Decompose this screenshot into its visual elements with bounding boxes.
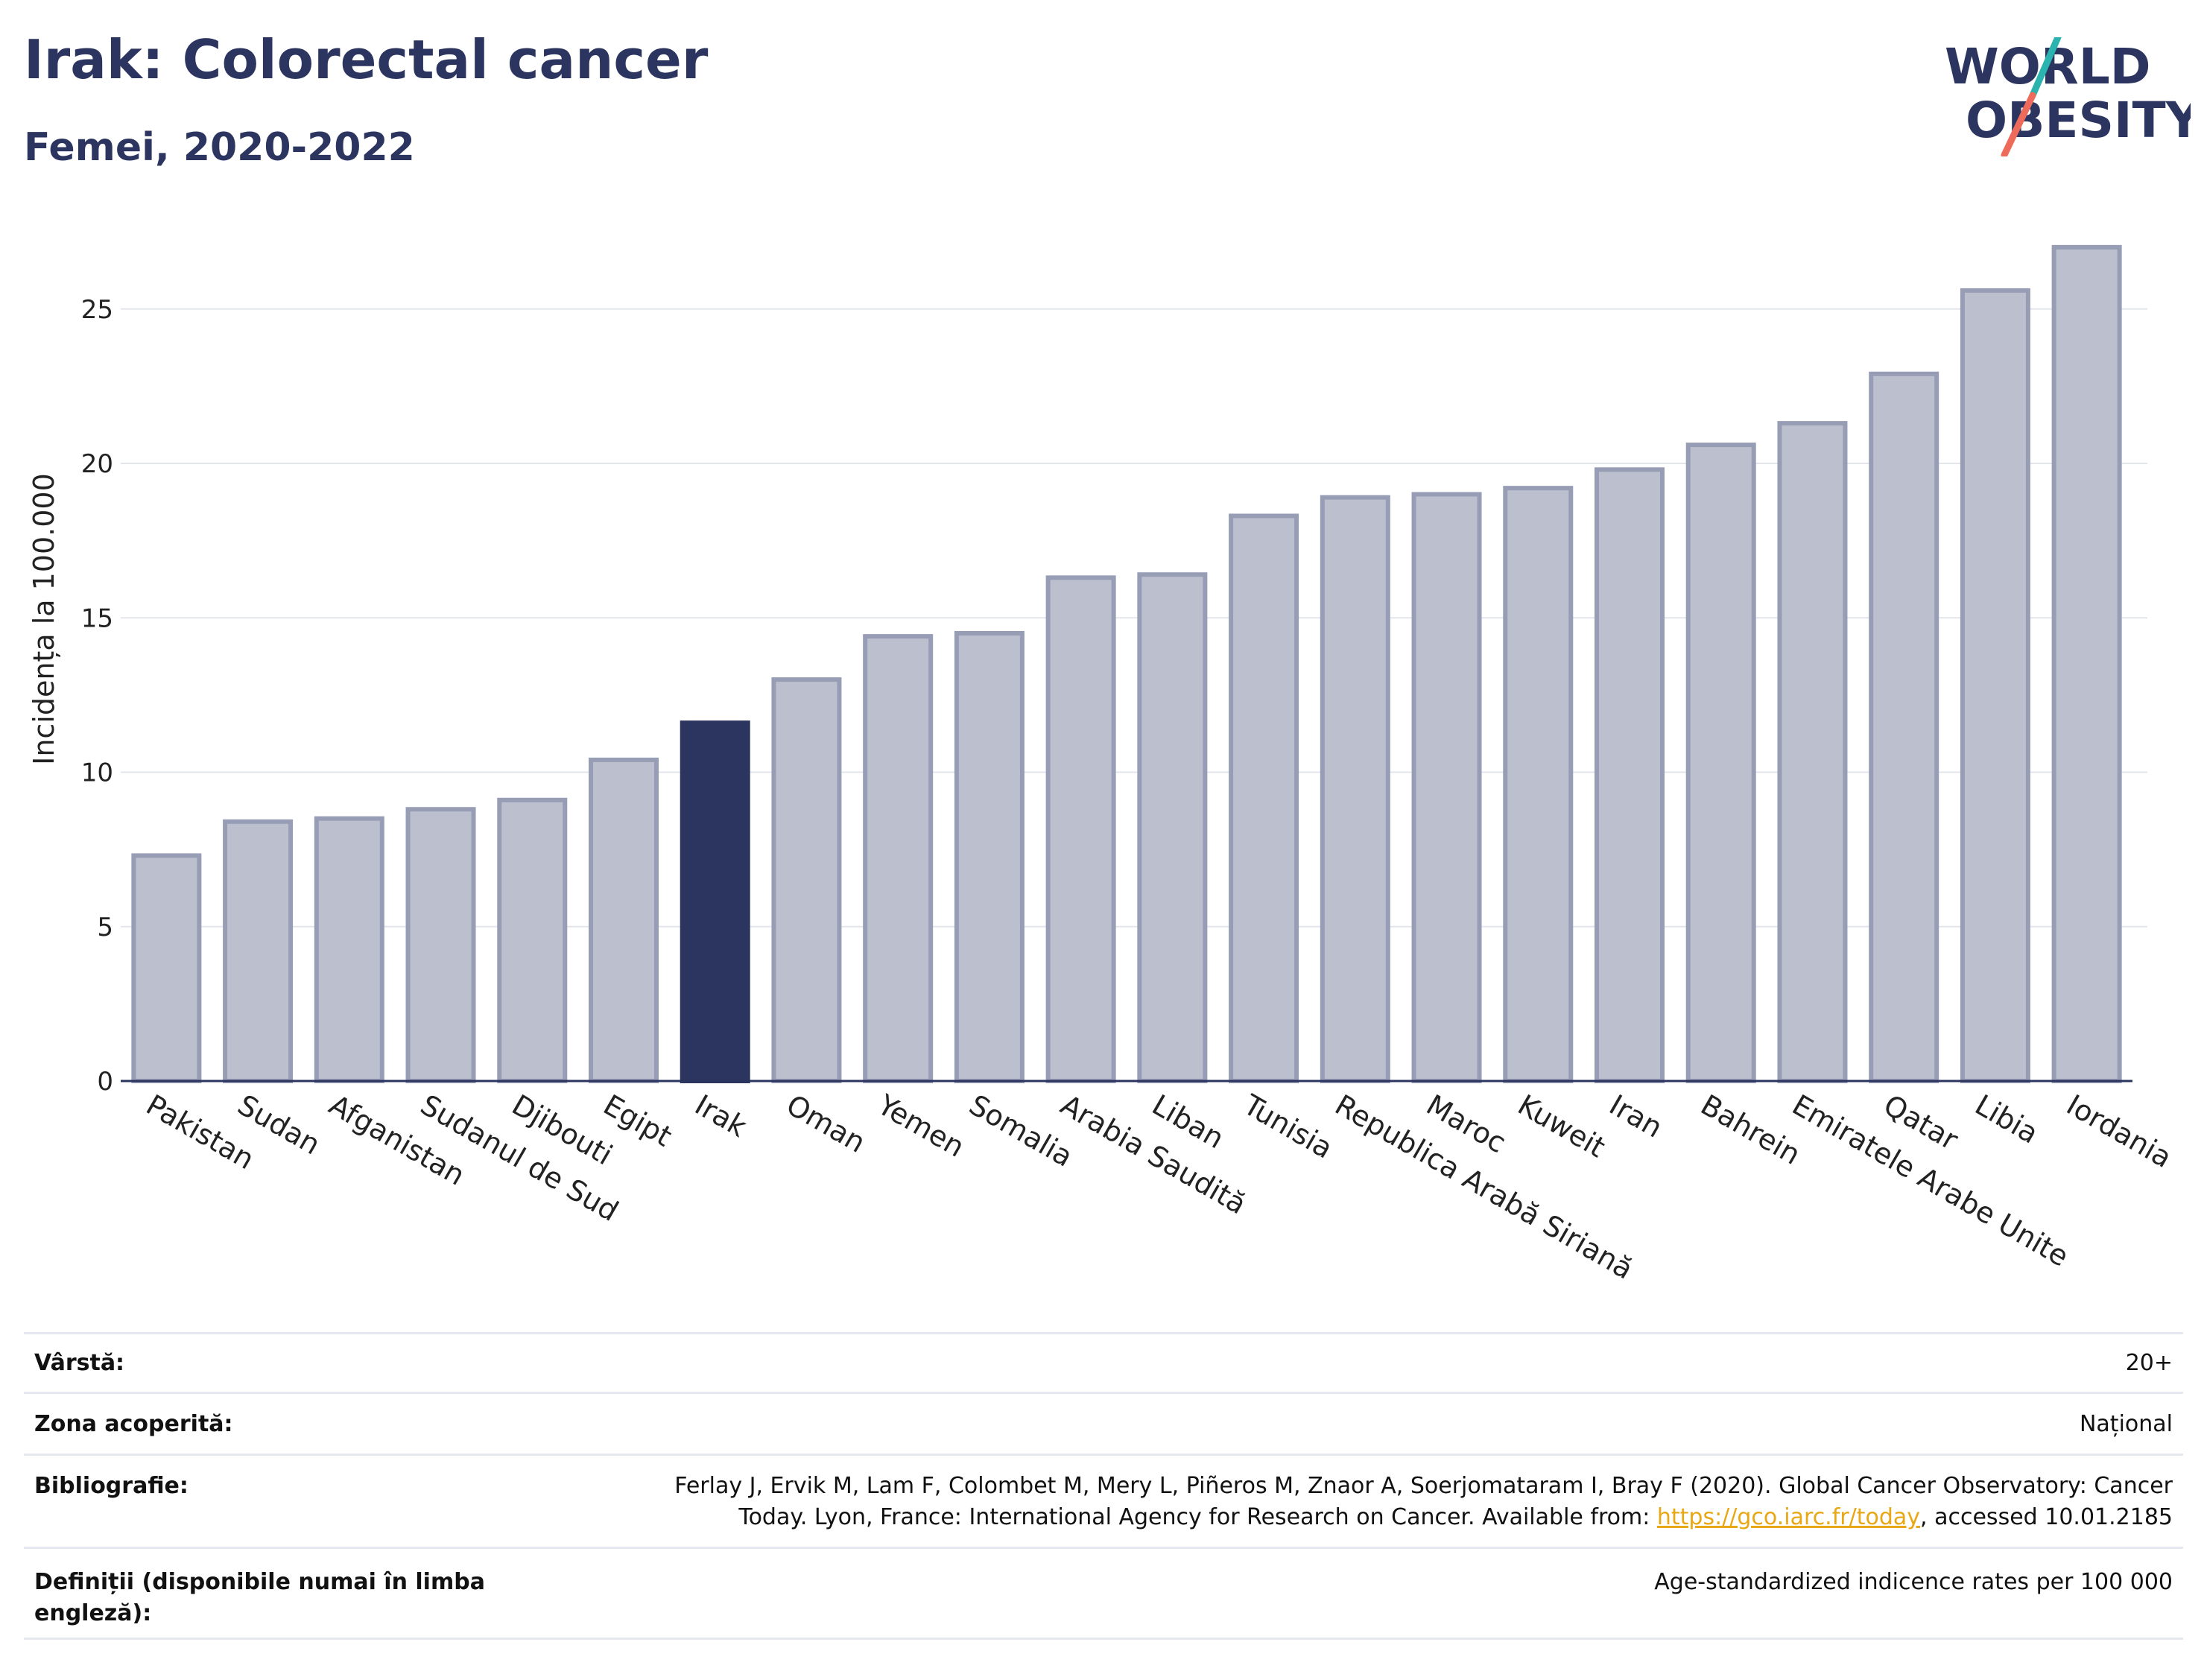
- bar-djibouti: [497, 797, 568, 1084]
- coverage-label: Zona acoperită:: [34, 1411, 233, 1437]
- bar-chart: 0 5 10 15 20 25 PakistanSudanAfganistanSudanu…: [28, 244, 2177, 1286]
- bar-irak: [680, 720, 750, 1083]
- y-axis-label: Incidența la 100.000: [28, 473, 60, 765]
- x-tick-label: Oman: [781, 1088, 871, 1159]
- y-tick-label: 15: [81, 603, 113, 633]
- y-tick-label: 5: [97, 913, 113, 942]
- bar-kuweit: [1503, 486, 1574, 1083]
- bars: [131, 244, 2122, 1084]
- bibliography-accessed: , accessed 10.01.2185: [1920, 1504, 2173, 1530]
- y-tick-label: 0: [97, 1067, 113, 1097]
- bibliography-value: Ferlay J, Ervik M, Lam F, Colombet M, Me…: [674, 1471, 2173, 1533]
- bar-maroc: [1411, 492, 1482, 1083]
- age-value: 20+: [2125, 1350, 2173, 1376]
- x-tick-label: Somalia: [963, 1088, 1078, 1173]
- bar-republica-arabă-siriană: [1320, 495, 1390, 1083]
- world-obesity-logo: WORLD OBESITY: [1945, 37, 2191, 156]
- coverage-value: Național: [2079, 1411, 2173, 1437]
- x-tick-label: Iordania: [2061, 1088, 2177, 1174]
- bar-yemen: [863, 634, 934, 1083]
- bar-tunisia: [1229, 513, 1299, 1083]
- x-tick-label: Bahrein: [1695, 1088, 1806, 1171]
- bar-iran: [1595, 467, 1665, 1083]
- bar-oman: [771, 677, 842, 1083]
- bar-egipt: [589, 757, 659, 1083]
- y-tick-label: 10: [81, 758, 113, 788]
- bar-sudan: [223, 819, 294, 1083]
- age-label: Vârstă:: [34, 1350, 125, 1376]
- bar-somalia: [954, 630, 1025, 1083]
- bibliography-label: Bibliografie:: [34, 1473, 189, 1499]
- y-tick-label: 25: [81, 295, 113, 325]
- definitions-value: Age-standardized indicence rates per 100…: [1654, 1569, 2173, 1595]
- bibliography-line2: Today. Lyon, France: International Agenc…: [674, 1502, 2173, 1533]
- chart-title: Irak: Colorectal cancer: [24, 28, 709, 91]
- bar-libia: [1960, 288, 2030, 1083]
- bar-qatar: [1869, 371, 1939, 1084]
- logo-line2: OBESITY: [1966, 92, 2191, 149]
- meta-row-bibliography: Bibliografie: Ferlay J, Ervik M, Lam F, …: [24, 1454, 2183, 1547]
- bar-pakistan: [131, 853, 202, 1084]
- bar-liban: [1137, 572, 1208, 1083]
- bar-bahrein: [1685, 443, 1756, 1083]
- logo-slash-teal: [2029, 37, 2062, 99]
- bar-emiratele-arabe-unite: [1777, 421, 1848, 1083]
- x-tick-label: Tunisia: [1238, 1088, 1338, 1165]
- logo-slash-coral: [2001, 92, 2036, 156]
- bibliography-line1: Ferlay J, Ervik M, Lam F, Colombet M, Me…: [674, 1473, 2173, 1499]
- meta-row-coverage: Zona acoperită: Național: [24, 1392, 2183, 1454]
- bar-afganistan: [314, 816, 384, 1084]
- bar-iordania: [2051, 244, 2122, 1084]
- y-tick-labels: 0 5 10 15 20 25: [81, 295, 113, 1097]
- bibliography-link[interactable]: https://gco.iarc.fr/today: [1656, 1504, 1921, 1530]
- chart-subtitle: Femei, 2020-2022: [24, 125, 415, 170]
- meta-row-age: Vârstă: 20+: [24, 1332, 2183, 1392]
- bibliography-text: Today. Lyon, France: International Agenc…: [738, 1504, 1657, 1530]
- y-tick-label: 20: [81, 449, 113, 479]
- metadata-table: Vârstă: 20+ Zona acoperită: Național Bib…: [24, 1332, 2183, 1640]
- definitions-label: Definiții (disponibile numai în limba en…: [34, 1569, 485, 1626]
- x-tick-label: Yemen: [872, 1088, 970, 1164]
- bar-sudanul-de-sud: [405, 807, 476, 1083]
- bar-arabia-saudită: [1045, 575, 1116, 1083]
- x-tick-label: Irak: [689, 1088, 752, 1144]
- x-tick-label: Kuweit: [1513, 1088, 1611, 1164]
- x-tick-label: Libia: [1969, 1088, 2044, 1150]
- x-tick-label: Iran: [1604, 1088, 1668, 1144]
- meta-row-definitions: Definiții (disponibile numai în limba en…: [24, 1547, 2183, 1640]
